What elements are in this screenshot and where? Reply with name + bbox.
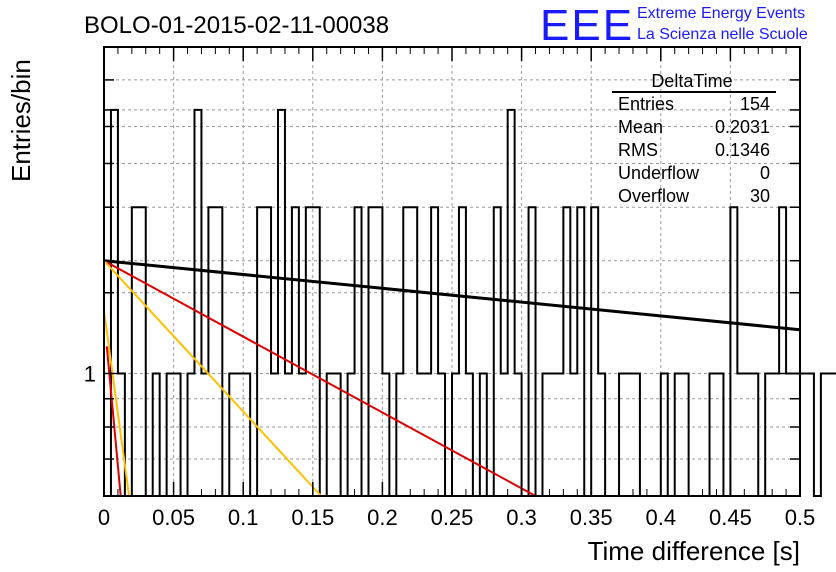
stats-value: 30 [750,186,770,206]
x-axis-label: Time difference [s] [588,536,800,566]
x-tick-label: 0.4 [646,505,677,530]
y-axis-label: Entries/bin [6,59,36,182]
eee-logo-line2: La Scienza nelle Scuole [637,26,808,43]
stats-title: DeltaTime [651,71,732,91]
stats-value: 0.2031 [715,117,770,137]
x-tick-label: 0.3 [506,505,537,530]
fit-line [103,310,131,497]
eee-logo: EEE Extreme Energy Events La Scienza nel… [540,1,808,50]
x-ticks: 0 0.05 0.1 0.15 0.2 0.25 0.3 0.35 0.4 0.45 0.5 [98,47,815,530]
stats-label: Mean [618,117,663,137]
fit-line [103,259,536,497]
fit-lines [103,259,801,497]
histogram [104,108,836,497]
stats-label: Overflow [618,186,690,206]
stats-value: 0 [760,163,770,183]
x-tick-label: 0.35 [570,505,613,530]
x-tick-label: 0.45 [709,505,752,530]
stats-value: 154 [740,94,770,114]
y-tick-label: 1 [84,361,96,386]
histogram-outline [104,108,836,497]
y-ticks: 1 [84,79,800,497]
stats-label: Entries [618,94,674,114]
x-tick-label: 0.05 [152,505,195,530]
chart-title: BOLO-01-2015-02-11-00038 [84,12,389,39]
x-tick-label: 0.25 [431,505,474,530]
fit-line [103,260,322,497]
eee-logo-line1: Extreme Energy Events [637,5,805,22]
fit-line [103,259,801,332]
x-tick-label: 0 [98,505,110,530]
fit-line [105,346,122,497]
x-tick-label: 0.5 [785,505,816,530]
x-tick-label: 0.2 [367,505,398,530]
stats-value: 0.1346 [715,140,770,160]
eee-logo-text: EEE [540,1,634,50]
stats-box: DeltaTime Entries 154 Mean 0.2031 RMS 0.… [612,71,776,206]
stats-label: Underflow [618,163,700,183]
x-tick-label: 0.15 [291,505,334,530]
stats-label: RMS [618,140,658,160]
x-tick-label: 0.1 [228,505,259,530]
